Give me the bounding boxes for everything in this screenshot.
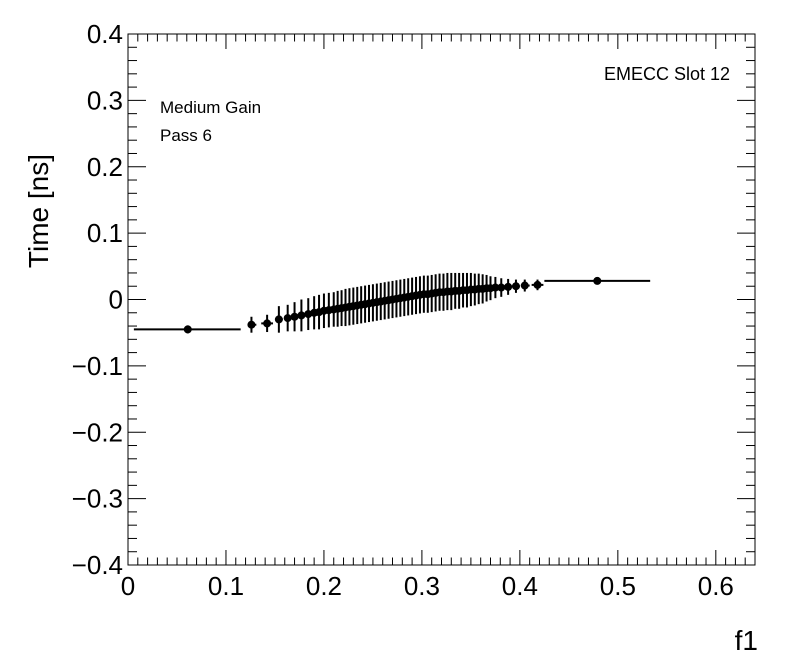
point-marker (520, 281, 529, 290)
data-point (497, 278, 506, 297)
y-tick-label: −0.2 (72, 417, 123, 447)
data-point (297, 299, 306, 332)
pass-annotation: Pass 6 (160, 126, 212, 145)
point-marker (511, 282, 520, 291)
data-point (283, 304, 292, 332)
y-tick-labels: 0.4 0.3 0.2 0.1 0 −0.1 −0.2 −0.3 −0.4 (72, 19, 123, 580)
data-point (504, 278, 513, 295)
data-point (531, 279, 544, 291)
y-tick-label: −0.1 (72, 351, 123, 381)
data-point (544, 276, 651, 285)
x-tick-label: 0.2 (306, 571, 342, 601)
x-axis-title: f1 (735, 625, 758, 656)
y-tick-label: −0.3 (72, 484, 123, 514)
point-marker (593, 276, 602, 285)
data-point (247, 316, 257, 333)
y-tick-label: −0.4 (72, 550, 123, 580)
point-marker (497, 283, 506, 292)
data-point (511, 279, 520, 293)
data-point (520, 279, 530, 292)
y-tick-label: 0.3 (87, 85, 123, 115)
point-marker (247, 320, 256, 329)
y-tick-label: 0.4 (87, 19, 123, 49)
point-marker (290, 312, 299, 321)
x-tick-label: 0.1 (208, 571, 244, 601)
y-tick-label: 0 (109, 285, 123, 315)
point-marker (491, 283, 500, 292)
data-points (133, 272, 651, 334)
x-tick-label: 0 (121, 571, 135, 601)
point-marker (183, 325, 192, 334)
x-tick-label: 0.4 (502, 571, 538, 601)
slot-annotation: EMECC Slot 12 (604, 64, 730, 84)
x-tick-labels: 0 0.1 0.2 0.3 0.4 0.5 0.6 (121, 571, 734, 601)
point-marker (533, 280, 542, 289)
point-marker (263, 319, 272, 328)
gain-annotation: Medium Gain (160, 98, 261, 117)
data-point (290, 302, 299, 332)
y-tick-label: 0.2 (87, 152, 123, 182)
data-point (261, 314, 273, 333)
y-axis-title: Time [ns] (23, 154, 54, 268)
data-point (274, 306, 283, 333)
x-tick-label: 0.3 (404, 571, 440, 601)
axis-ticks (127, 33, 756, 566)
y-tick-label: 0.1 (87, 218, 123, 248)
data-point (133, 325, 241, 334)
x-tick-label: 0.5 (600, 571, 636, 601)
point-marker (297, 311, 306, 320)
point-marker (504, 282, 513, 291)
point-marker (283, 314, 292, 323)
x-tick-label: 0.6 (698, 571, 734, 601)
point-marker (274, 315, 283, 324)
